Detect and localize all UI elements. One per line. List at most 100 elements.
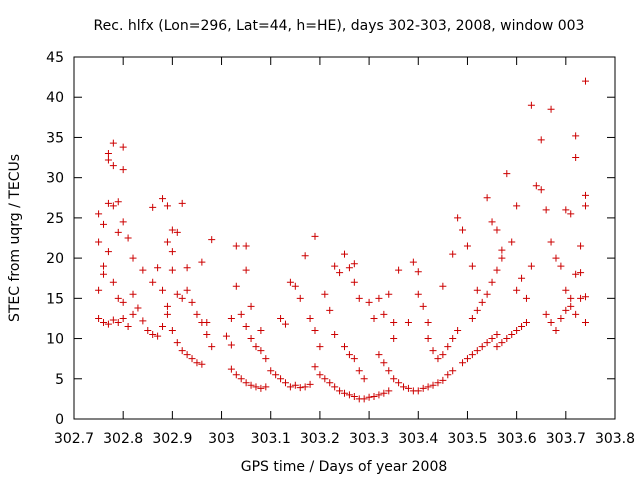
data-point — [109, 202, 117, 210]
data-point — [306, 380, 314, 388]
data-point — [114, 294, 122, 302]
x-tick-label: 302.7 — [54, 431, 94, 447]
data-point — [478, 298, 486, 306]
data-point — [581, 77, 589, 85]
data-point — [252, 343, 260, 351]
data-point — [163, 302, 171, 310]
data-points — [95, 77, 589, 403]
data-point — [439, 282, 447, 290]
data-point — [326, 379, 334, 387]
data-point — [188, 355, 196, 363]
data-point — [159, 322, 167, 330]
data-point — [114, 228, 122, 236]
data-point — [139, 317, 147, 325]
data-point — [429, 381, 437, 389]
data-point — [227, 365, 235, 373]
data-point — [104, 320, 112, 328]
y-tick-label: 30 — [46, 171, 64, 187]
data-point — [173, 228, 181, 236]
data-point — [365, 298, 373, 306]
x-tick-label: 303.6 — [497, 431, 537, 447]
data-point — [104, 199, 112, 207]
data-point — [365, 393, 373, 401]
data-point — [311, 363, 319, 371]
chart-title: Rec. hlfx (Lon=296, Lat=44, h=HE), days … — [94, 18, 585, 34]
data-point — [449, 335, 457, 343]
data-point — [345, 391, 353, 399]
data-point — [537, 186, 545, 194]
data-point — [119, 298, 127, 306]
data-point — [404, 384, 412, 392]
data-point — [267, 367, 275, 375]
data-point — [95, 286, 103, 294]
data-point — [163, 202, 171, 210]
data-point — [395, 266, 403, 274]
data-point — [247, 335, 255, 343]
data-point — [311, 232, 319, 240]
data-point — [331, 331, 339, 339]
data-point — [173, 290, 181, 298]
data-point — [168, 248, 176, 256]
x-tick-label: 303.7 — [546, 431, 586, 447]
data-point — [163, 238, 171, 246]
data-point — [100, 220, 108, 228]
data-point — [493, 226, 501, 234]
data-point — [341, 343, 348, 351]
data-point — [562, 206, 570, 214]
data-point — [154, 332, 162, 340]
data-point — [124, 234, 132, 242]
data-point — [183, 264, 191, 272]
data-point — [129, 310, 137, 318]
data-point — [350, 278, 358, 286]
data-point — [468, 262, 476, 270]
data-point — [532, 182, 540, 190]
data-point — [95, 314, 103, 322]
data-point — [203, 331, 211, 339]
data-point — [198, 360, 206, 368]
data-point — [400, 383, 408, 391]
data-point — [95, 238, 103, 246]
data-point — [262, 383, 270, 391]
data-point — [188, 298, 196, 306]
data-point — [257, 327, 265, 335]
data-point — [404, 318, 412, 326]
data-point — [370, 392, 378, 400]
data-point — [134, 304, 142, 312]
data-point — [149, 278, 157, 286]
data-point — [257, 384, 265, 392]
data-point — [473, 347, 481, 355]
data-point — [119, 143, 127, 151]
data-point — [144, 327, 152, 335]
data-point — [513, 327, 521, 335]
data-point — [296, 384, 304, 392]
data-point — [439, 376, 447, 384]
data-point — [429, 347, 437, 355]
data-point — [139, 266, 147, 274]
data-point — [488, 218, 496, 226]
x-tick-label: 302.8 — [103, 431, 143, 447]
y-tick-label: 20 — [46, 251, 64, 267]
data-point — [95, 210, 103, 218]
data-point — [503, 335, 511, 343]
data-point — [577, 294, 585, 302]
data-point — [454, 214, 462, 222]
data-point — [124, 322, 132, 330]
data-point — [345, 264, 353, 272]
data-point — [513, 202, 521, 210]
data-point — [572, 270, 580, 278]
x-tick-label: 303.5 — [447, 431, 487, 447]
data-point — [562, 286, 570, 294]
data-point — [114, 318, 122, 326]
data-point — [483, 290, 491, 298]
data-point — [552, 254, 560, 262]
data-point — [193, 310, 201, 318]
data-point — [395, 379, 403, 387]
data-point — [572, 132, 580, 140]
data-point — [390, 375, 398, 383]
data-point — [581, 293, 589, 301]
data-point — [242, 322, 250, 330]
data-point — [493, 343, 501, 351]
data-point — [272, 371, 280, 379]
plot-frame — [73, 56, 616, 420]
data-point — [581, 191, 589, 199]
